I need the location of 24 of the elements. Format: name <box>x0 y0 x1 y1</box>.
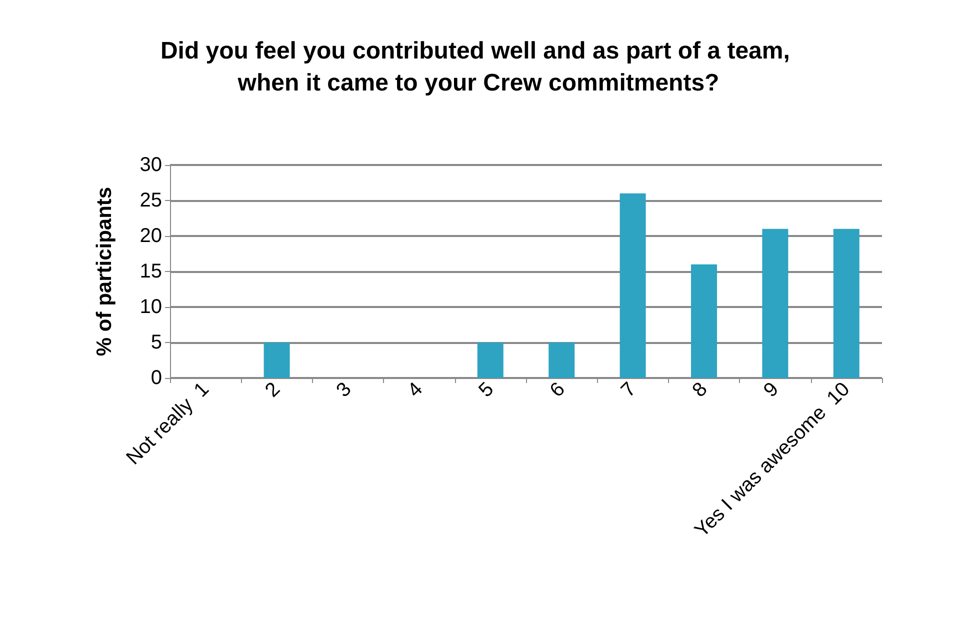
bar <box>548 342 575 378</box>
bar <box>691 264 717 378</box>
x-tick-label: 3 <box>332 378 356 402</box>
y-tick-label: 10 <box>140 296 162 318</box>
x-tick-label: 6 <box>546 378 570 402</box>
bar <box>833 228 860 378</box>
y-tick-label: 5 <box>150 332 162 354</box>
y-axis-title: % of participants <box>93 186 116 356</box>
x-tick-label: 7 <box>617 378 641 402</box>
y-tick-label: 15 <box>140 260 162 282</box>
chart-title: Did you feel you contributed well and as part of a team, when it came to your Crew commitments? <box>160 38 797 96</box>
x-tick-label: 8 <box>688 378 712 402</box>
bar <box>264 342 290 378</box>
bar <box>620 193 646 378</box>
bar <box>762 228 788 378</box>
y-tick-label: 0 <box>150 367 162 389</box>
x-tick-label: 2 <box>261 378 285 402</box>
x-tick-label: 4 <box>404 378 427 402</box>
bar <box>477 342 504 378</box>
x-tick-label: 5 <box>474 378 498 402</box>
y-tick-label: 25 <box>140 190 162 212</box>
y-tick-label: 30 <box>140 154 162 176</box>
y-tick-label: 20 <box>140 225 162 247</box>
x-tick-label: 9 <box>760 378 783 402</box>
